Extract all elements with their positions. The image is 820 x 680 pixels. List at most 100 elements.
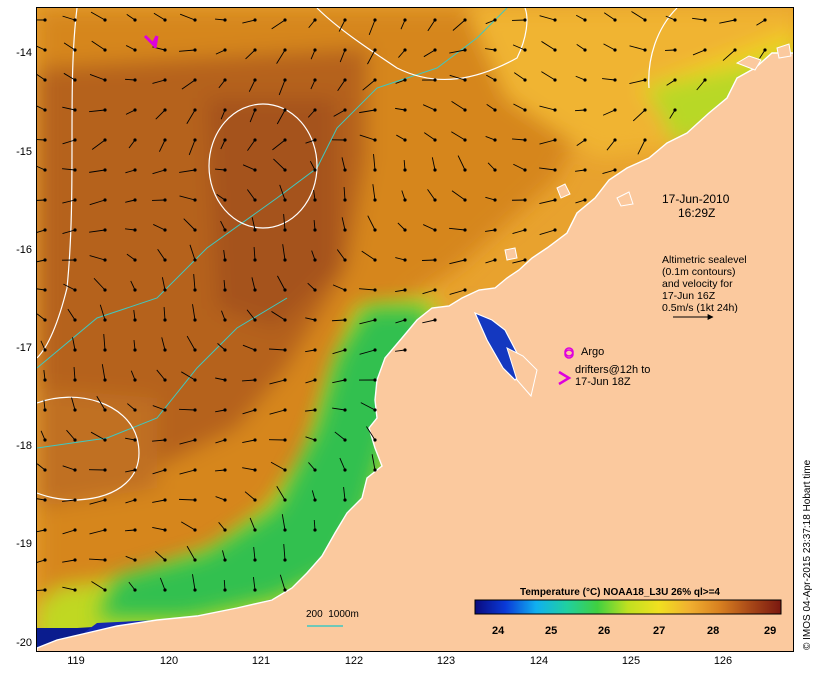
velocity-arrow bbox=[337, 79, 346, 91]
velocity-arrow bbox=[253, 247, 256, 261]
velocity-arrow-head bbox=[493, 48, 497, 52]
velocity-arrow bbox=[277, 275, 286, 291]
velocity-arrow-head bbox=[73, 288, 77, 292]
velocity-arrow-head bbox=[43, 288, 47, 292]
velocity-arrow bbox=[188, 139, 196, 156]
velocity-arrow bbox=[305, 379, 316, 384]
velocity-arrow-head bbox=[253, 48, 257, 52]
velocity-arrow-head bbox=[223, 558, 227, 562]
velocity-arrow bbox=[359, 134, 376, 141]
velocity-arrow-head bbox=[163, 168, 167, 172]
velocity-arrow-head bbox=[43, 498, 47, 502]
velocity-arrow-head bbox=[613, 138, 617, 142]
colorbar-tick: 27 bbox=[653, 625, 666, 637]
velocity-arrow bbox=[307, 109, 316, 118]
velocity-arrow-head bbox=[253, 528, 257, 532]
velocity-arrow bbox=[253, 547, 256, 561]
velocity-arrow bbox=[96, 396, 106, 411]
velocity-arrow-head bbox=[283, 138, 287, 142]
velocity-arrow-head bbox=[163, 348, 167, 352]
velocity-arrow bbox=[395, 257, 406, 261]
velocity-arrow bbox=[40, 430, 46, 441]
velocity-arrow-head bbox=[283, 108, 287, 112]
velocity-arrow-head bbox=[493, 168, 497, 172]
velocity-arrow bbox=[90, 431, 106, 441]
velocity-arrow bbox=[309, 160, 316, 171]
velocity-arrow bbox=[629, 79, 646, 85]
velocity-arrow-head bbox=[73, 408, 77, 412]
colorbar-tick: 24 bbox=[492, 625, 505, 637]
velocity-arrow-head bbox=[643, 138, 647, 142]
velocity-arrow bbox=[62, 529, 76, 535]
velocity-arrow-head bbox=[43, 78, 47, 82]
velocity-arrow-head bbox=[493, 138, 497, 142]
velocity-arrow bbox=[539, 167, 556, 171]
velocity-arrow-head bbox=[523, 168, 527, 172]
velocity-arrow-head bbox=[43, 528, 47, 532]
velocity-arrow-head bbox=[73, 348, 77, 352]
velocity-arrow-head bbox=[433, 318, 437, 322]
argo-label: Argo bbox=[581, 346, 605, 358]
drifter-legend-marker bbox=[558, 370, 572, 386]
lat-label: -16 bbox=[16, 244, 32, 256]
velocity-arrow-head bbox=[103, 108, 107, 112]
velocity-arrow bbox=[423, 49, 436, 58]
velocity-arrow-head bbox=[433, 108, 437, 112]
velocity-arrow bbox=[361, 250, 376, 261]
velocity-arrow bbox=[305, 409, 316, 412]
velocity-arrow bbox=[242, 439, 256, 444]
velocity-arrow-head bbox=[253, 198, 257, 202]
velocity-arrow bbox=[89, 229, 106, 233]
velocity-arrow-head bbox=[313, 198, 317, 202]
velocity-arrow bbox=[372, 184, 376, 201]
velocity-arrow-head bbox=[223, 288, 227, 292]
velocity-arrow-head bbox=[283, 48, 287, 52]
velocity-arrow-head bbox=[373, 18, 377, 22]
velocity-arrow-head bbox=[733, 18, 737, 22]
velocity-arrow-head bbox=[553, 198, 557, 202]
velocity-arrow bbox=[37, 288, 46, 291]
velocity-arrow bbox=[217, 343, 226, 351]
velocity-arrow-head bbox=[313, 288, 317, 292]
velocity-arrow bbox=[514, 72, 526, 81]
velocity-arrow-head bbox=[343, 78, 347, 82]
velocity-arrow-head bbox=[223, 78, 227, 82]
velocity-arrow-head bbox=[133, 288, 137, 292]
velocity-arrow-head bbox=[133, 378, 137, 382]
velocity-arrow-head bbox=[163, 588, 167, 592]
velocity-arrow-head bbox=[343, 408, 347, 412]
velocity-arrow bbox=[371, 454, 376, 471]
velocity-arrow bbox=[759, 49, 766, 59]
velocity-arrow bbox=[692, 17, 706, 21]
velocity-arrow bbox=[431, 157, 436, 171]
velocity-arrow-head bbox=[403, 108, 407, 112]
velocity-arrow-head bbox=[613, 78, 617, 82]
velocity-arrows bbox=[37, 11, 767, 592]
velocity-arrow-head bbox=[763, 48, 767, 52]
velocity-arrow bbox=[343, 187, 346, 201]
velocity-arrow bbox=[282, 244, 286, 261]
velocity-arrow bbox=[422, 104, 436, 111]
velocity-arrow bbox=[513, 163, 526, 171]
velocity-arrow-head bbox=[163, 228, 167, 232]
velocity-arrow bbox=[396, 134, 406, 141]
velocity-arrow-head bbox=[283, 228, 287, 232]
velocity-arrow-head bbox=[133, 438, 137, 442]
velocity-arrow bbox=[575, 75, 586, 81]
velocity-arrow bbox=[722, 49, 736, 61]
velocity-arrow-head bbox=[343, 168, 347, 172]
velocity-arrow bbox=[602, 169, 616, 174]
velocity-arrow-head bbox=[583, 18, 587, 22]
velocity-arrow-head bbox=[43, 18, 47, 22]
velocity-arrow-head bbox=[463, 198, 467, 202]
velocity-arrow-head bbox=[133, 528, 137, 532]
velocity-arrow bbox=[359, 349, 376, 355]
velocity-arrow bbox=[310, 79, 316, 90]
velocity-arrow-head bbox=[673, 18, 677, 22]
velocity-arrow-head bbox=[43, 318, 47, 322]
velocity-arrow-head bbox=[313, 348, 317, 352]
velocity-arrow-head bbox=[493, 258, 497, 262]
velocity-arrow bbox=[245, 49, 256, 60]
velocity-arrow bbox=[307, 282, 316, 291]
velocity-arrow-head bbox=[343, 108, 347, 112]
